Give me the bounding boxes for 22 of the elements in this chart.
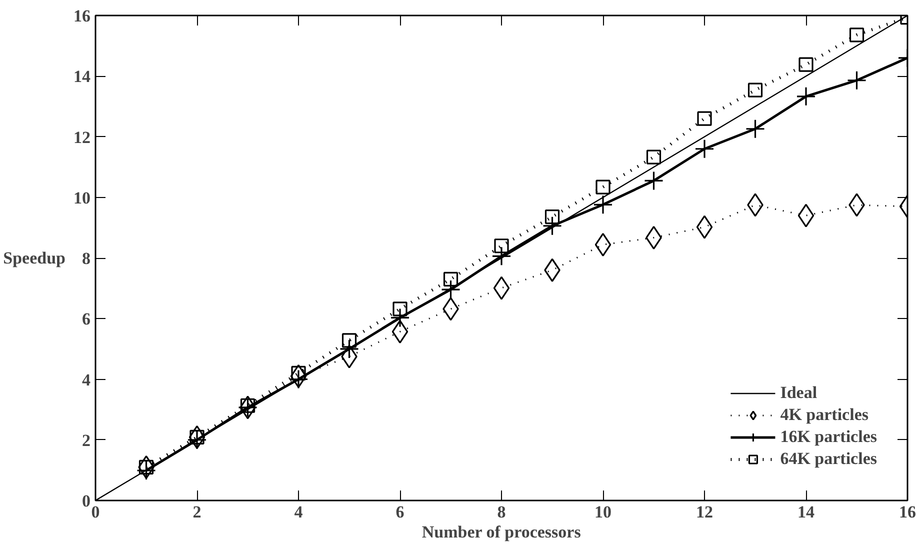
y-tick-label: 6 — [82, 310, 90, 329]
legend-label: 64K particles — [780, 448, 877, 470]
y-tick-label: 16 — [74, 6, 90, 26]
x-tick-label: 12 — [696, 502, 713, 522]
y-tick-label: 4 — [82, 370, 91, 390]
y-axis-title: Speedup — [3, 248, 66, 268]
x-tick-label: 16 — [899, 502, 916, 522]
x-tick-label: 2 — [192, 502, 202, 522]
x-tick-label: 10 — [594, 502, 612, 522]
x-tick-label: 8 — [497, 502, 506, 522]
y-tick-label: 8 — [82, 249, 90, 268]
x-tick-label: 14 — [798, 502, 815, 522]
legend-label: 4K particles — [780, 404, 868, 426]
legend-label: 16K particles — [780, 426, 877, 448]
y-tick-label: 14 — [74, 67, 91, 86]
x-axis-title: Number of processors — [422, 522, 582, 542]
x-tick-label: 6 — [396, 502, 404, 522]
legend-label: Ideal — [780, 382, 818, 404]
y-tick-label: 12 — [74, 128, 90, 147]
x-tick-label: 4 — [294, 502, 304, 522]
y-tick-label: 10 — [74, 188, 90, 208]
y-tick-label: 2 — [82, 430, 90, 450]
